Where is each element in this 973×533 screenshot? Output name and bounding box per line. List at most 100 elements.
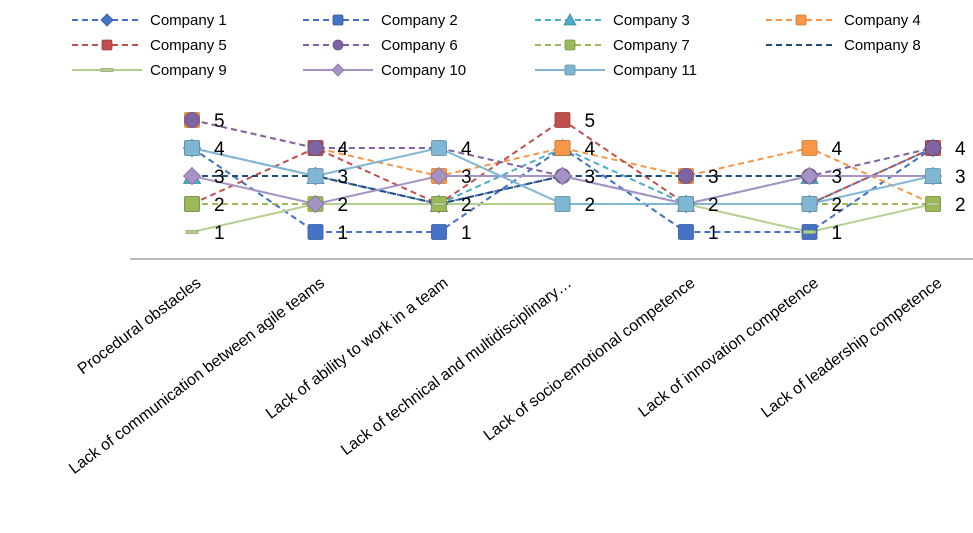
data-point [801,140,818,156]
series-line [191,118,934,206]
legend-label: Company 7 [613,37,690,54]
legend-entry: Company 8 [766,37,921,54]
data-point [678,224,694,240]
data-point [307,140,324,156]
data-label: 1 [461,223,472,244]
legend-entry: Company 10 [303,62,466,79]
data-label: 3 [585,167,596,188]
data-label: 1 [708,223,719,244]
data-point [926,202,940,206]
data-point [800,166,819,186]
data-label: 2 [955,195,966,216]
legend-label: Company 3 [613,12,690,29]
data-point [554,112,571,128]
data-label: 2 [708,195,719,216]
data-label: 3 [338,167,349,188]
data-label: 4 [832,139,843,160]
data-label: 2 [585,195,596,216]
data-point [554,140,571,156]
data-label: 1 [832,223,843,244]
legend-label: Company 9 [150,62,227,79]
legend-entry: Company 5 [72,37,227,54]
data-point [925,140,941,156]
legend-entry: Company 2 [303,12,458,29]
legend-marker [564,39,576,51]
data-point [801,196,818,212]
data-point [431,224,447,240]
legend-marker [563,13,577,26]
legend-marker [564,64,576,76]
data-point [307,168,324,184]
data-point [184,140,200,156]
data-label: 2 [832,195,843,216]
data-label: 5 [214,111,225,132]
legend-label: Company 4 [844,12,921,29]
legend-label: Company 8 [844,37,921,54]
legend-marker [101,39,113,51]
category-label: Procedural obstacles [75,275,205,379]
legend-entry: Company 11 [535,62,697,79]
series-layer [182,112,943,240]
category-label: Lack of socio-emotional competence [481,275,699,445]
data-point [306,194,325,214]
data-label: 4 [338,139,349,160]
series [191,146,934,233]
legend-entry: Company 6 [303,37,458,54]
legend-entry: Company 1 [72,12,227,29]
data-label: 3 [955,167,966,188]
legend-label: Company 1 [150,12,227,29]
data-label: 3 [832,167,843,188]
data-point [307,224,324,240]
data-label: 3 [214,167,225,188]
legend-entry: Company 9 [72,62,227,79]
data-point [431,140,447,156]
category-label: Lack of communication between agile team… [66,275,328,478]
series-line [191,119,934,205]
category-label: Lack of technical and multidisciplinary… [338,275,575,459]
data-label: 3 [461,167,472,188]
data-label: 1 [338,223,349,244]
legend-label: Company 10 [381,62,466,79]
series-line [191,146,934,233]
data-label: 2 [338,195,349,216]
legend-marker [100,13,114,27]
data-label: 4 [461,139,472,160]
legend-label: Company 11 [613,62,697,79]
series-markers [184,140,941,212]
data-point [184,196,200,212]
data-point [184,112,200,128]
data-label: 3 [708,167,719,188]
series [191,119,934,205]
legend-marker [332,14,344,26]
legend-marker [331,63,345,77]
legend-marker [332,39,344,51]
legend: Company 1 Company 2 Company 3 Company 4 Comp… [72,12,921,79]
legend-label: Company 2 [381,12,458,29]
legend-entry: Company 7 [535,37,690,54]
data-point [925,168,941,184]
data-point [429,166,449,186]
legend-entry: Company 3 [535,12,690,29]
legend-entry: Company 4 [766,12,921,29]
data-label: 1 [214,223,225,244]
legend-label: Company 6 [381,37,458,54]
legend-label: Company 5 [150,37,227,54]
data-point [554,196,571,212]
data-point [185,230,199,234]
data-point [678,168,694,184]
legend-marker [795,14,807,26]
data-point [678,196,694,212]
data-point [553,166,572,186]
data-label: 4 [585,139,596,160]
series [191,118,934,206]
data-point [432,202,446,206]
data-label: 2 [461,195,472,216]
data-point [803,230,816,234]
data-point [182,166,202,186]
legend-marker [100,68,114,72]
data-label: 2 [214,195,225,216]
value-labels: 5 4 3 2 1 4 3 2 1 4 3 2 1 5 4 3 2 3 2 1 4 3 2 1 4 3 2 [214,111,966,244]
data-label: 5 [585,111,596,132]
